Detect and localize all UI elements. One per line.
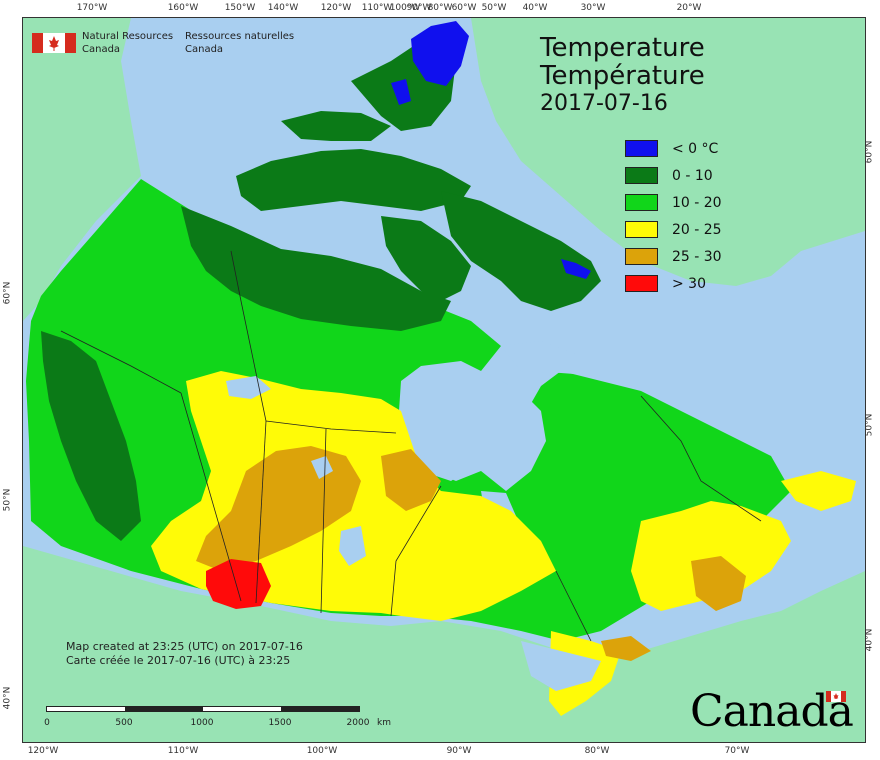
agency-line: Ressources naturelles: [185, 31, 295, 42]
extreme-heat: [206, 559, 271, 609]
tick-top: 100°W: [389, 3, 421, 13]
coastal-range: [41, 331, 141, 541]
hot-zone: [601, 636, 651, 661]
legend-item: 20 - 25: [625, 216, 722, 243]
tick-bottom: 110°W: [167, 746, 199, 756]
wordmark-flag-icon: [826, 691, 846, 702]
map-title: Temperature Température 2017-07-16: [540, 34, 705, 118]
tick-top: 80°W: [427, 3, 453, 13]
tick-top: 90°W: [406, 3, 432, 13]
greenland-land: [471, 18, 865, 286]
legend-item: < 0 °C: [625, 135, 722, 162]
legend-label: < 0 °C: [672, 140, 719, 157]
tick-left: 60°N: [2, 281, 13, 305]
arctic-island: [281, 111, 391, 141]
legend-label: 20 - 25: [672, 221, 722, 238]
credit-fr: Carte créée le 2017-07-16 (UTC) à 23:25: [66, 654, 291, 667]
agency-line: Canada: [82, 44, 121, 55]
arctic-island: [381, 216, 471, 301]
legend-swatch: [625, 167, 658, 184]
tick-bottom: 70°W: [724, 746, 750, 756]
warm-zone: [631, 501, 791, 611]
tick-top: 160°W: [167, 3, 199, 13]
lake: [226, 376, 271, 399]
tick-top: 110°W: [361, 3, 393, 13]
arctic-island: [236, 149, 471, 211]
tick-bottom: 80°W: [584, 746, 610, 756]
temperature-map: [23, 18, 865, 742]
tick-top: 120°W: [320, 3, 352, 13]
tick-top: 150°W: [224, 3, 256, 13]
legend-item: 10 - 20: [625, 189, 722, 216]
scale-label: 1500: [268, 718, 292, 728]
legend-item: > 30: [625, 270, 722, 297]
hot-zone: [691, 556, 746, 611]
usa-land: [23, 546, 865, 742]
legend-swatch: [625, 275, 658, 292]
canada-flag-icon: [32, 33, 76, 53]
lake: [339, 526, 366, 566]
title-en: Temperature: [540, 33, 705, 63]
scale-label: 2000: [346, 718, 370, 728]
arctic-island: [441, 191, 601, 311]
legend-swatch: [625, 194, 658, 211]
agency-name-fr: Ressources naturelles Canada: [185, 30, 294, 56]
legend-swatch: [625, 248, 658, 265]
scale-label: 0: [44, 718, 50, 728]
hot-zone: [381, 449, 441, 511]
tick-top: 30°W: [580, 3, 606, 13]
legend-label: 25 - 30: [672, 248, 722, 265]
scale-segment: [125, 707, 203, 711]
scale-unit: km: [377, 718, 391, 728]
tick-bottom: 90°W: [446, 746, 472, 756]
cold-area: [561, 259, 591, 279]
cold-area: [411, 21, 469, 86]
greenland-shore: [851, 61, 865, 141]
scale-label: 500: [115, 718, 133, 728]
agency-line: Canada: [185, 44, 224, 55]
legend: < 0 °C 0 - 10 10 - 20 20 - 25 25 - 30 > …: [625, 135, 722, 297]
map-credit: Map created at 23:25 (UTC) on 2017-07-16…: [66, 640, 303, 668]
map-panel[interactable]: [22, 17, 866, 743]
legend-label: 10 - 20: [672, 194, 722, 211]
tick-top: 50°W: [481, 3, 507, 13]
tick-top: 40°W: [522, 3, 548, 13]
tick-top: 60°W: [451, 3, 477, 13]
alaska-land: [23, 18, 141, 321]
scale-segment: [281, 707, 359, 711]
legend-item: 25 - 30: [625, 243, 722, 270]
tick-top: 170°W: [76, 3, 108, 13]
great-lakes: [521, 641, 601, 691]
credit-en: Map created at 23:25 (UTC) on 2017-07-16: [66, 640, 303, 653]
tick-left: 40°N: [2, 686, 13, 710]
arctic-mainland-band: [181, 206, 451, 331]
lake: [311, 456, 333, 479]
scale-label: 1000: [190, 718, 214, 728]
tick-top: 140°W: [267, 3, 299, 13]
cold-area: [391, 79, 411, 105]
agency-line: Natural Resources: [82, 31, 174, 42]
title-date: 2017-07-16: [540, 91, 668, 116]
hudson-strait: [501, 341, 601, 376]
legend-label: > 30: [672, 275, 706, 292]
legend-swatch: [625, 221, 658, 238]
legend-item: 0 - 10: [625, 162, 722, 189]
tick-bottom: 100°W: [306, 746, 338, 756]
title-fr: Température: [540, 61, 705, 91]
tick-top: 20°W: [676, 3, 702, 13]
tick-bottom: 120°W: [27, 746, 59, 756]
scale-bar: [46, 706, 360, 712]
province-boundaries: [60, 250, 762, 642]
hudson-bay: [399, 361, 546, 491]
warm-zone: [781, 471, 856, 511]
legend-label: 0 - 10: [672, 167, 713, 184]
tick-left: 50°N: [2, 488, 13, 512]
agency-name-en: Natural Resources Canada: [82, 30, 173, 56]
legend-swatch: [625, 140, 658, 157]
